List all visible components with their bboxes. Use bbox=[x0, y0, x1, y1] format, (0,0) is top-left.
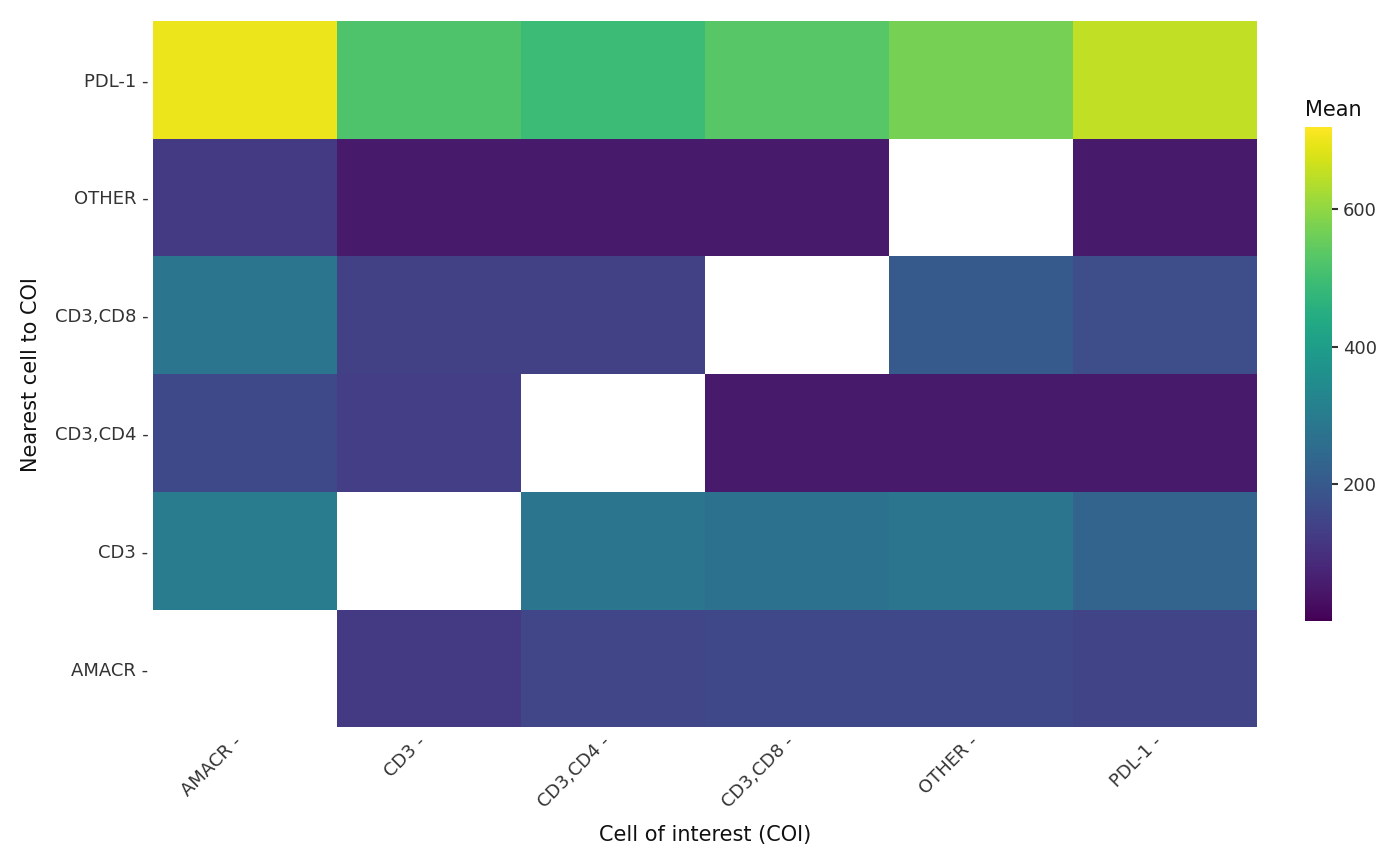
Bar bbox=[337, 139, 521, 256]
Bar bbox=[706, 492, 889, 610]
Bar bbox=[889, 610, 1074, 727]
Bar bbox=[889, 492, 1074, 610]
Bar bbox=[521, 492, 706, 610]
Bar bbox=[154, 492, 337, 610]
Bar bbox=[1074, 256, 1257, 374]
Bar bbox=[337, 610, 521, 727]
Y-axis label: Nearest cell to COI: Nearest cell to COI bbox=[21, 276, 41, 472]
Bar bbox=[706, 21, 889, 139]
Bar bbox=[521, 21, 706, 139]
Bar bbox=[706, 256, 889, 374]
Bar bbox=[889, 256, 1074, 374]
Bar bbox=[1074, 374, 1257, 492]
Bar bbox=[521, 256, 706, 374]
Bar bbox=[337, 374, 521, 492]
Bar bbox=[1074, 21, 1257, 139]
Bar bbox=[1074, 610, 1257, 727]
X-axis label: Cell of interest (COI): Cell of interest (COI) bbox=[599, 825, 812, 845]
Bar bbox=[154, 139, 337, 256]
Bar bbox=[521, 610, 706, 727]
Bar bbox=[889, 21, 1074, 139]
Bar bbox=[889, 374, 1074, 492]
Bar bbox=[154, 256, 337, 374]
Bar bbox=[154, 21, 337, 139]
Bar bbox=[154, 610, 337, 727]
Bar bbox=[337, 256, 521, 374]
Bar bbox=[706, 610, 889, 727]
Bar bbox=[1074, 492, 1257, 610]
Bar bbox=[889, 139, 1074, 256]
Bar bbox=[706, 139, 889, 256]
Bar bbox=[521, 139, 706, 256]
Text: Mean: Mean bbox=[1305, 100, 1362, 120]
Bar bbox=[337, 21, 521, 139]
Bar bbox=[1074, 139, 1257, 256]
Bar bbox=[337, 492, 521, 610]
Bar bbox=[154, 374, 337, 492]
Bar bbox=[706, 374, 889, 492]
Bar bbox=[521, 374, 706, 492]
